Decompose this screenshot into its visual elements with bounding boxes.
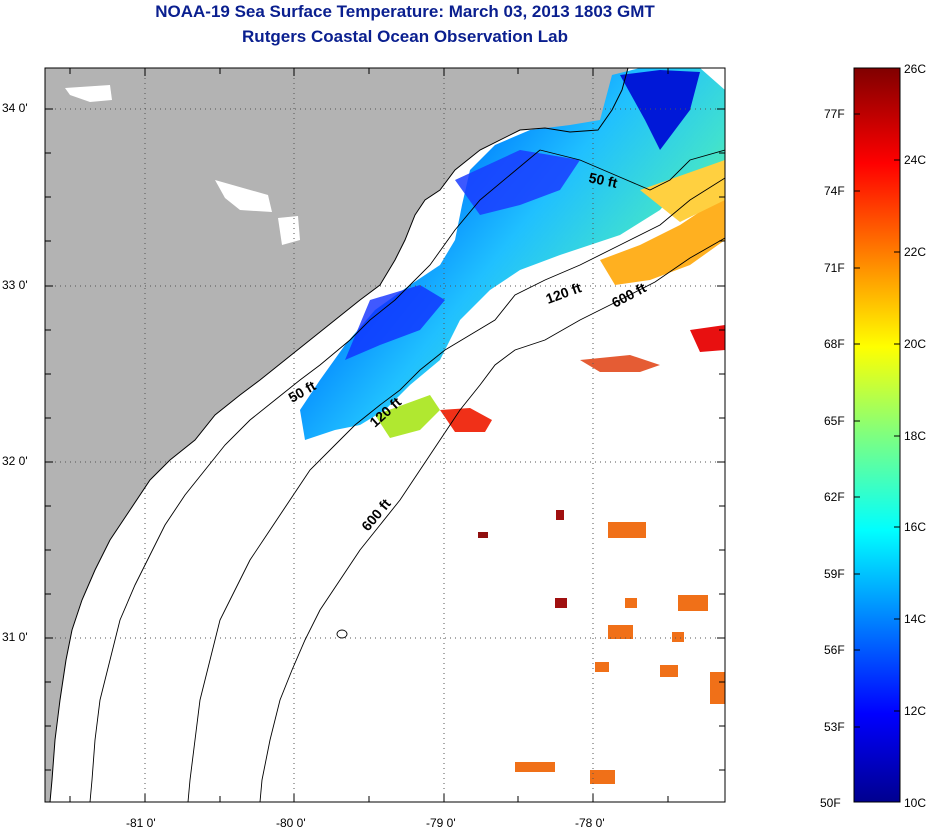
colorbar-ticks bbox=[854, 113, 900, 728]
lat-label-34: 34 0' bbox=[2, 101, 28, 115]
cb-fahrenheit-53: 53F bbox=[824, 720, 845, 734]
graticule bbox=[45, 68, 725, 802]
cb-fahrenheit-77: 77F bbox=[824, 107, 845, 121]
contour-label-50ft-east: 50 ft bbox=[587, 169, 619, 191]
colorbar bbox=[853, 67, 901, 803]
land-mass bbox=[45, 68, 628, 802]
cb-fahrenheit-71: 71F bbox=[824, 261, 845, 275]
cb-celsius-26: 26C bbox=[904, 62, 927, 76]
cb-fahrenheit-59: 59F bbox=[824, 567, 845, 581]
sst-warm-patches bbox=[515, 522, 725, 784]
cb-celsius-16: 16C bbox=[904, 520, 927, 534]
isobath-120ft bbox=[187, 177, 725, 802]
cb-fahrenheit-65: 65F bbox=[824, 414, 845, 428]
lon-label-80: -80 0' bbox=[276, 816, 306, 830]
lat-label-32: 32 0' bbox=[2, 454, 28, 468]
lat-label-33: 33 0' bbox=[2, 278, 28, 292]
cb-fahrenheit-74: 74F bbox=[824, 184, 845, 198]
cb-celsius-12: 12C bbox=[904, 704, 927, 718]
isobath-50ft bbox=[89, 149, 725, 802]
cb-celsius-14: 14C bbox=[904, 612, 927, 626]
cb-celsius-18: 18C bbox=[904, 429, 927, 443]
cb-celsius-20: 20C bbox=[904, 337, 927, 351]
lon-label-79: -79 0' bbox=[426, 816, 456, 830]
cb-celsius-24: 24C bbox=[904, 153, 927, 167]
map-title: NOAA-19 Sea Surface Temperature: March 0… bbox=[155, 2, 655, 21]
map-subtitle: Rutgers Coastal Ocean Observation Lab bbox=[242, 27, 568, 46]
isobath-600ft bbox=[259, 237, 725, 802]
cb-fahrenheit-62: 62F bbox=[824, 490, 845, 504]
cb-fahrenheit-56: 56F bbox=[824, 643, 845, 657]
cb-fahrenheit-50: 50F bbox=[820, 796, 841, 810]
lon-label-81: -81 0' bbox=[126, 816, 156, 830]
sst-warm-band bbox=[600, 195, 725, 285]
lon-label-78: -78 0' bbox=[575, 816, 605, 830]
cb-fahrenheit-68: 68F bbox=[824, 337, 845, 351]
lat-label-31: 31 0' bbox=[2, 630, 28, 644]
axis-ticks bbox=[45, 68, 725, 802]
coastline bbox=[49, 68, 629, 802]
cb-celsius-22: 22C bbox=[904, 245, 927, 259]
cb-celsius-10: 10C bbox=[904, 796, 927, 810]
sst-cold-plume bbox=[300, 68, 725, 440]
